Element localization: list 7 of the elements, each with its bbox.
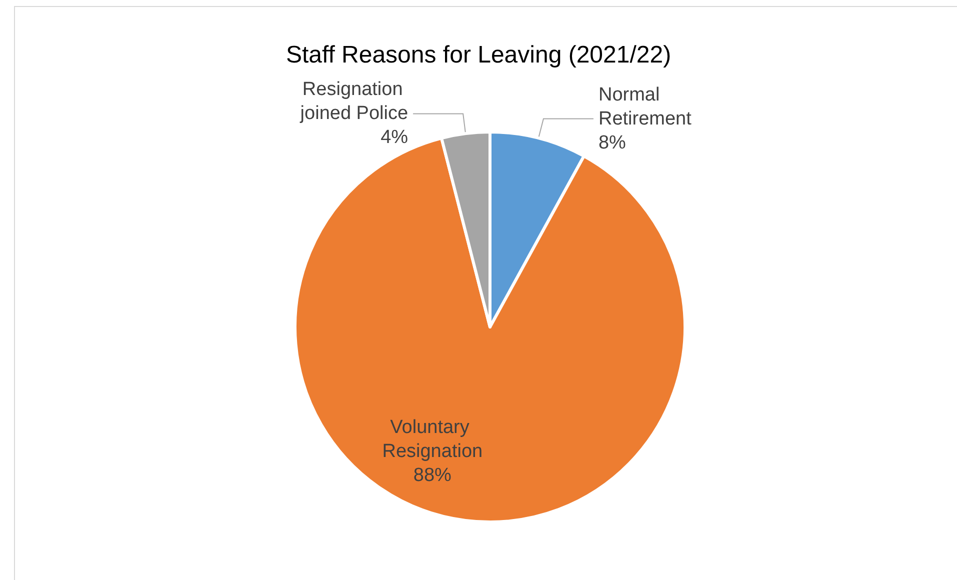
slice-label: Voluntary Resignation: [382, 417, 483, 462]
slice-label: Normal Retirement: [598, 84, 692, 130]
data-label: 88%: [413, 465, 452, 486]
data-label: 8%: [598, 132, 626, 154]
chart-title: Staff Reasons for Leaving (2021/22): [286, 42, 672, 68]
data-label: 4%: [380, 127, 408, 148]
slice-label: Resignation joined Police: [299, 79, 408, 124]
